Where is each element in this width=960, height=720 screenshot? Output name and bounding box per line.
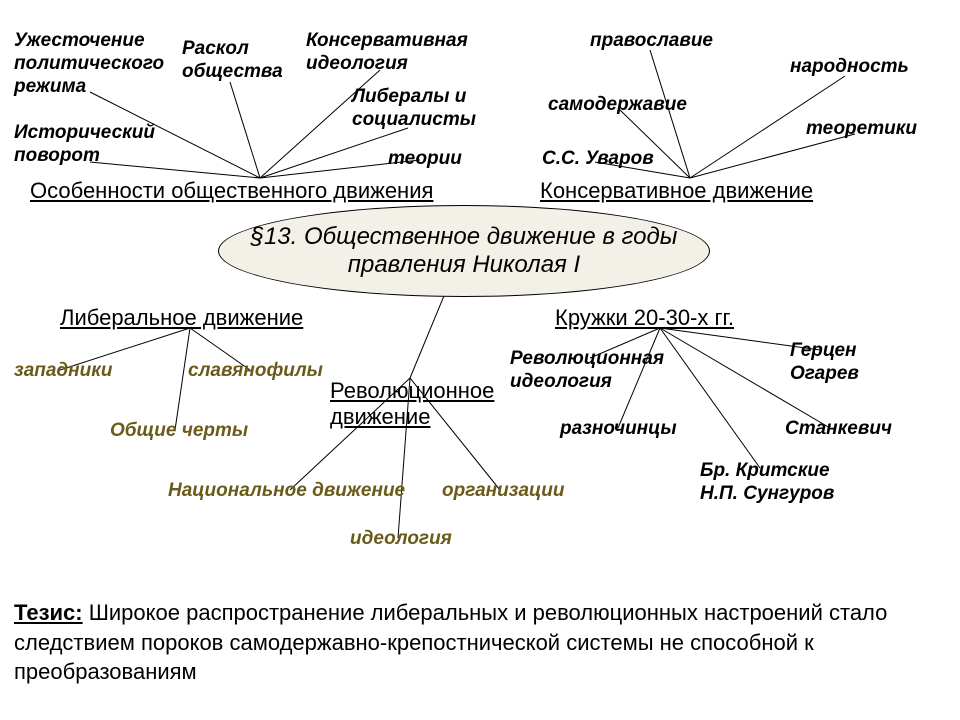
leaf-conservative-1: народность <box>790 56 909 79</box>
leaf-liberal-0: западники <box>14 360 113 383</box>
leaf-features-2: Консервативная идеология <box>306 30 468 76</box>
branch-revolutionary: Революционное движение <box>330 378 494 431</box>
leaf-circles-1: Герцен Огарев <box>790 340 859 386</box>
leaf-revolutionary-2: идеология <box>350 528 452 551</box>
thesis-block: Тезис: Широкое распространение либеральн… <box>14 598 934 687</box>
leaf-circles-0: Революционная идеология <box>510 348 664 394</box>
leaf-revolutionary-0: Национальное движение <box>168 480 405 503</box>
leaf-features-0: Ужесточение политического режима <box>14 30 164 98</box>
leaf-liberal-2: Общие черты <box>110 420 248 443</box>
leaf-features-1: Раскол общества <box>182 38 283 84</box>
leaf-conservative-4: С.С. Уваров <box>542 148 654 171</box>
leaf-conservative-0: православие <box>590 30 713 53</box>
leaf-features-4: Исторический поворот <box>14 122 155 168</box>
leaf-features-3: Либералы и социалисты <box>352 86 476 132</box>
thesis-label: Тезис: <box>14 600 83 625</box>
leaf-circles-3: Станкевич <box>785 418 892 441</box>
branch-features: Особенности общественного движения <box>30 178 433 204</box>
leaf-revolutionary-1: организации <box>442 480 565 503</box>
leaf-liberal-1: славянофилы <box>188 360 323 383</box>
leaf-features-5: теории <box>388 148 462 171</box>
thesis-text: Широкое распространение либеральных и ре… <box>14 600 887 684</box>
leaf-circles-4: Бр. Критские Н.П. Сунгуров <box>700 460 834 506</box>
branch-circles: Кружки 20-30-х гг. <box>555 305 734 331</box>
leaf-conservative-3: теоретики <box>806 118 917 141</box>
branch-conservative: Консервативное движение <box>540 178 813 204</box>
branch-liberal: Либеральное движение <box>60 305 303 331</box>
leaf-conservative-2: самодержавие <box>548 94 687 117</box>
center-topic-text: §13. Общественное движение в годы правле… <box>219 223 709 279</box>
center-topic: §13. Общественное движение в годы правле… <box>218 205 710 297</box>
leaf-circles-2: разночинцы <box>560 418 677 441</box>
